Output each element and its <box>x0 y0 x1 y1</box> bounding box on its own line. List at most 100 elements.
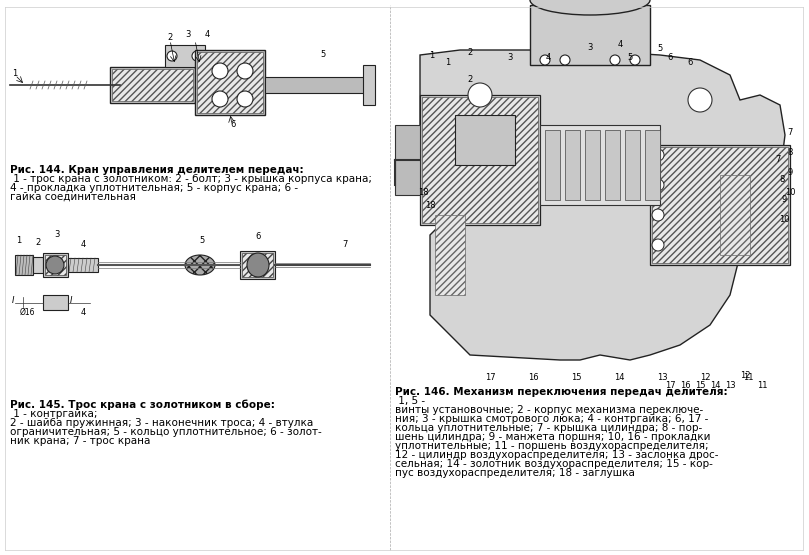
Bar <box>645 130 660 200</box>
Bar <box>545 130 560 200</box>
Text: 13: 13 <box>657 373 667 382</box>
Text: ния; 3 - крышка смотрового люка; 4 - контргайка; 6, 17 -: ния; 3 - крышка смотрового люка; 4 - кон… <box>395 414 709 424</box>
Text: 8: 8 <box>787 148 793 157</box>
Text: 14: 14 <box>709 381 720 390</box>
Text: 3: 3 <box>587 43 593 52</box>
Text: 8: 8 <box>779 175 785 184</box>
Text: 5: 5 <box>320 50 325 59</box>
Bar <box>720 175 750 255</box>
Bar <box>530 5 650 65</box>
Text: ник крана; 7 - трос крана: ник крана; 7 - трос крана <box>10 436 150 446</box>
Bar <box>195 50 265 115</box>
Bar <box>15 255 33 275</box>
Text: 3: 3 <box>54 230 60 239</box>
Text: 6: 6 <box>256 232 260 241</box>
Circle shape <box>610 55 620 65</box>
Circle shape <box>237 91 253 107</box>
Text: 1 - трос крана с золотником: 2 - болт; 3 - крышка корпуса крана;: 1 - трос крана с золотником: 2 - болт; 3… <box>10 174 372 184</box>
Text: шень цилиндра; 9 - манжета поршня; 10, 16 - прокладки: шень цилиндра; 9 - манжета поршня; 10, 1… <box>395 432 710 442</box>
Text: 17: 17 <box>485 373 495 382</box>
Text: гайка соединительная: гайка соединительная <box>10 192 136 202</box>
Circle shape <box>652 149 664 161</box>
Circle shape <box>652 239 664 251</box>
Text: 10: 10 <box>785 188 795 197</box>
Text: 4: 4 <box>80 240 86 249</box>
Text: 12: 12 <box>739 371 750 380</box>
Bar <box>652 147 788 263</box>
Text: 1: 1 <box>16 236 22 245</box>
Text: 9: 9 <box>781 195 786 204</box>
Bar <box>363 65 375 105</box>
Text: сельная; 14 - золотник воздухораспределителя; 15 - кор-: сельная; 14 - золотник воздухораспредели… <box>395 459 713 469</box>
Bar <box>455 115 515 165</box>
Ellipse shape <box>530 0 650 15</box>
Text: Рис. 146. Механизм переключения передач делителя:: Рис. 146. Механизм переключения передач … <box>395 387 727 397</box>
Circle shape <box>167 51 177 61</box>
Text: 2: 2 <box>167 33 172 42</box>
Bar <box>435 215 465 295</box>
Circle shape <box>468 83 492 107</box>
Text: 13: 13 <box>725 381 735 390</box>
Text: 2: 2 <box>468 75 472 84</box>
Circle shape <box>560 55 570 65</box>
Text: 3: 3 <box>185 30 190 39</box>
Text: Ø16: Ø16 <box>20 308 36 317</box>
Text: 2: 2 <box>36 238 40 247</box>
Bar <box>605 130 620 200</box>
Text: 6: 6 <box>667 53 673 63</box>
Circle shape <box>46 256 64 274</box>
Bar <box>68 258 98 272</box>
Text: 16: 16 <box>680 381 690 390</box>
Circle shape <box>212 63 228 79</box>
Bar <box>33 257 43 273</box>
Text: 2 - шайба пружинная; 3 - наконечник троса; 4 - втулка: 2 - шайба пружинная; 3 - наконечник трос… <box>10 418 313 428</box>
Bar <box>625 130 640 200</box>
Text: уплотнительные; 11 - поршень воздухораспределителя;: уплотнительные; 11 - поршень воздухорасп… <box>395 441 709 451</box>
Bar <box>165 45 205 67</box>
Bar <box>110 67 195 103</box>
Text: 5: 5 <box>199 236 205 245</box>
Text: ограничительная; 5 - кольцо уплотнительное; 6 - золот-: ограничительная; 5 - кольцо уплотнительн… <box>10 427 322 437</box>
Bar <box>585 130 600 200</box>
Bar <box>242 253 273 277</box>
Text: 9: 9 <box>787 168 793 177</box>
Text: 6: 6 <box>688 58 693 67</box>
Bar <box>395 125 420 195</box>
Text: 4: 4 <box>80 308 86 317</box>
Text: 5: 5 <box>658 44 663 53</box>
Text: Рис. 145. Трос крана с золотником в сборе:: Рис. 145. Трос крана с золотником в сбор… <box>10 400 275 411</box>
Text: Рис. 144. Кран управления делителем передач:: Рис. 144. Кран управления делителем пере… <box>10 165 303 175</box>
Circle shape <box>688 88 712 112</box>
Text: 1: 1 <box>12 68 18 78</box>
Text: 18: 18 <box>425 200 435 209</box>
Bar <box>420 95 540 225</box>
Bar <box>240 251 275 279</box>
Text: 1, 5 -: 1, 5 - <box>395 396 425 406</box>
Text: 7: 7 <box>775 155 781 164</box>
Polygon shape <box>420 50 785 360</box>
Text: 17: 17 <box>665 381 676 390</box>
Text: 2: 2 <box>468 48 472 57</box>
Text: 12 - цилиндр воздухораспределителя; 13 - заслонка дрос-: 12 - цилиндр воздухораспределителя; 13 -… <box>395 450 718 460</box>
Text: 7: 7 <box>342 240 348 249</box>
Text: 5: 5 <box>627 53 633 63</box>
Text: кольца уплотнительные; 7 - крышка цилиндра; 8 - пор-: кольца уплотнительные; 7 - крышка цилинд… <box>395 423 702 433</box>
Text: 11: 11 <box>743 373 753 382</box>
Bar <box>422 97 538 223</box>
Text: 18: 18 <box>418 188 429 197</box>
Circle shape <box>237 63 253 79</box>
Bar <box>197 52 263 113</box>
Text: I: I <box>12 296 15 305</box>
Text: I: I <box>70 296 73 305</box>
Text: 14: 14 <box>614 373 625 382</box>
Text: 1: 1 <box>430 51 434 59</box>
Text: 15: 15 <box>695 381 705 390</box>
Text: винты установочные; 2 - корпус механизма переключе-: винты установочные; 2 - корпус механизма… <box>395 405 703 415</box>
Bar <box>540 125 660 205</box>
Text: 1 - контргайка;: 1 - контргайка; <box>10 409 98 419</box>
Text: 16: 16 <box>527 373 538 382</box>
Text: 4 - прокладка уплотнительная; 5 - корпус крана; 6 -: 4 - прокладка уплотнительная; 5 - корпус… <box>10 183 299 193</box>
Text: 15: 15 <box>571 373 581 382</box>
Text: 4: 4 <box>617 40 623 49</box>
Ellipse shape <box>247 253 269 277</box>
